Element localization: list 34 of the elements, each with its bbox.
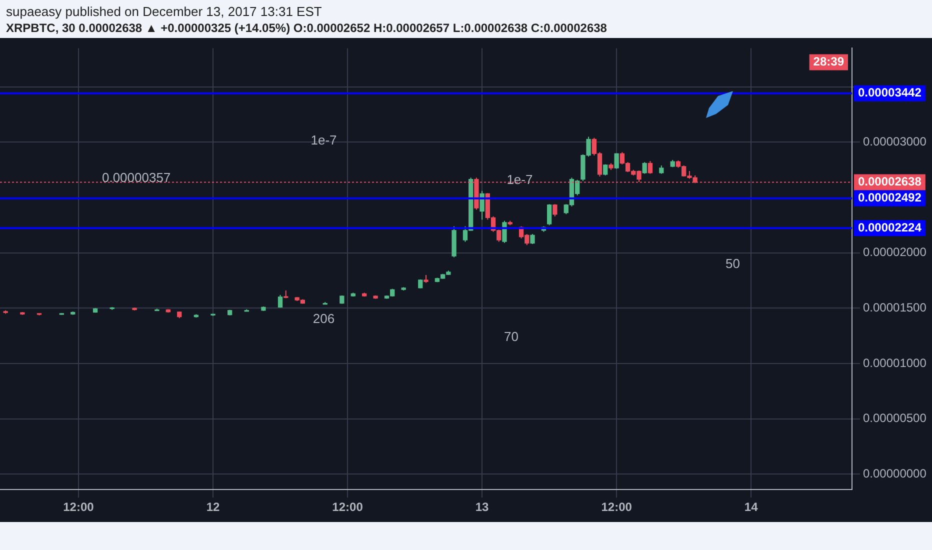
- candlestick: [642, 162, 647, 174]
- candlestick: [614, 152, 619, 170]
- ref-line-label: 0.00002224: [858, 220, 922, 234]
- x-tick-label: 12:00: [601, 500, 632, 514]
- ref-line-label: 0.00002492: [858, 190, 922, 205]
- candlestick: [546, 204, 552, 226]
- annotation: 50: [725, 256, 740, 272]
- y-tick-label: 0.00003000: [863, 134, 927, 149]
- x-tick-label: 13: [475, 500, 490, 514]
- annotation: 1e-7: [506, 172, 533, 188]
- candlestick: [480, 190, 484, 220]
- y-tick-label: 0.00001500: [863, 300, 927, 314]
- x-tick-label: 14: [744, 500, 758, 514]
- x-tick-label: 12: [206, 500, 220, 514]
- annotation: 206: [312, 311, 335, 326]
- chart-title: supaeasy published on December 13, 2017 13:31 EST: [6, 4, 322, 19]
- annotation: 70: [504, 328, 518, 344]
- x-tick-label: 12:00: [63, 500, 94, 514]
- y-tick-label: 0.00000000: [863, 466, 927, 480]
- y-tick-label: 0.00001000: [863, 356, 927, 370]
- candlestick: [648, 160, 653, 174]
- annotation: 28:39: [813, 54, 844, 69]
- annotation: 0.00000357: [102, 170, 171, 185]
- candlestick: [552, 204, 558, 217]
- y-tick-label: 0.00002000: [863, 245, 927, 260]
- y-tick-label: 0.00000500: [863, 411, 927, 426]
- ref-line-label: 0.00002638: [858, 174, 922, 189]
- candlestick: [530, 234, 535, 245]
- chart-subtitle: XRPBTC, 30 0.00002638 ▲ +0.00000325 (+14.05%) O:0.00002652 H:0.00002657 L:0.00002638 C:0.00002638: [6, 21, 607, 35]
- candlestick: [502, 220, 507, 244]
- annotation: 1e-7: [310, 132, 337, 148]
- candlestick: [278, 294, 283, 308]
- ref-line-label: 0.00003442: [858, 86, 922, 100]
- x-tick-label: 12:00: [332, 500, 364, 514]
